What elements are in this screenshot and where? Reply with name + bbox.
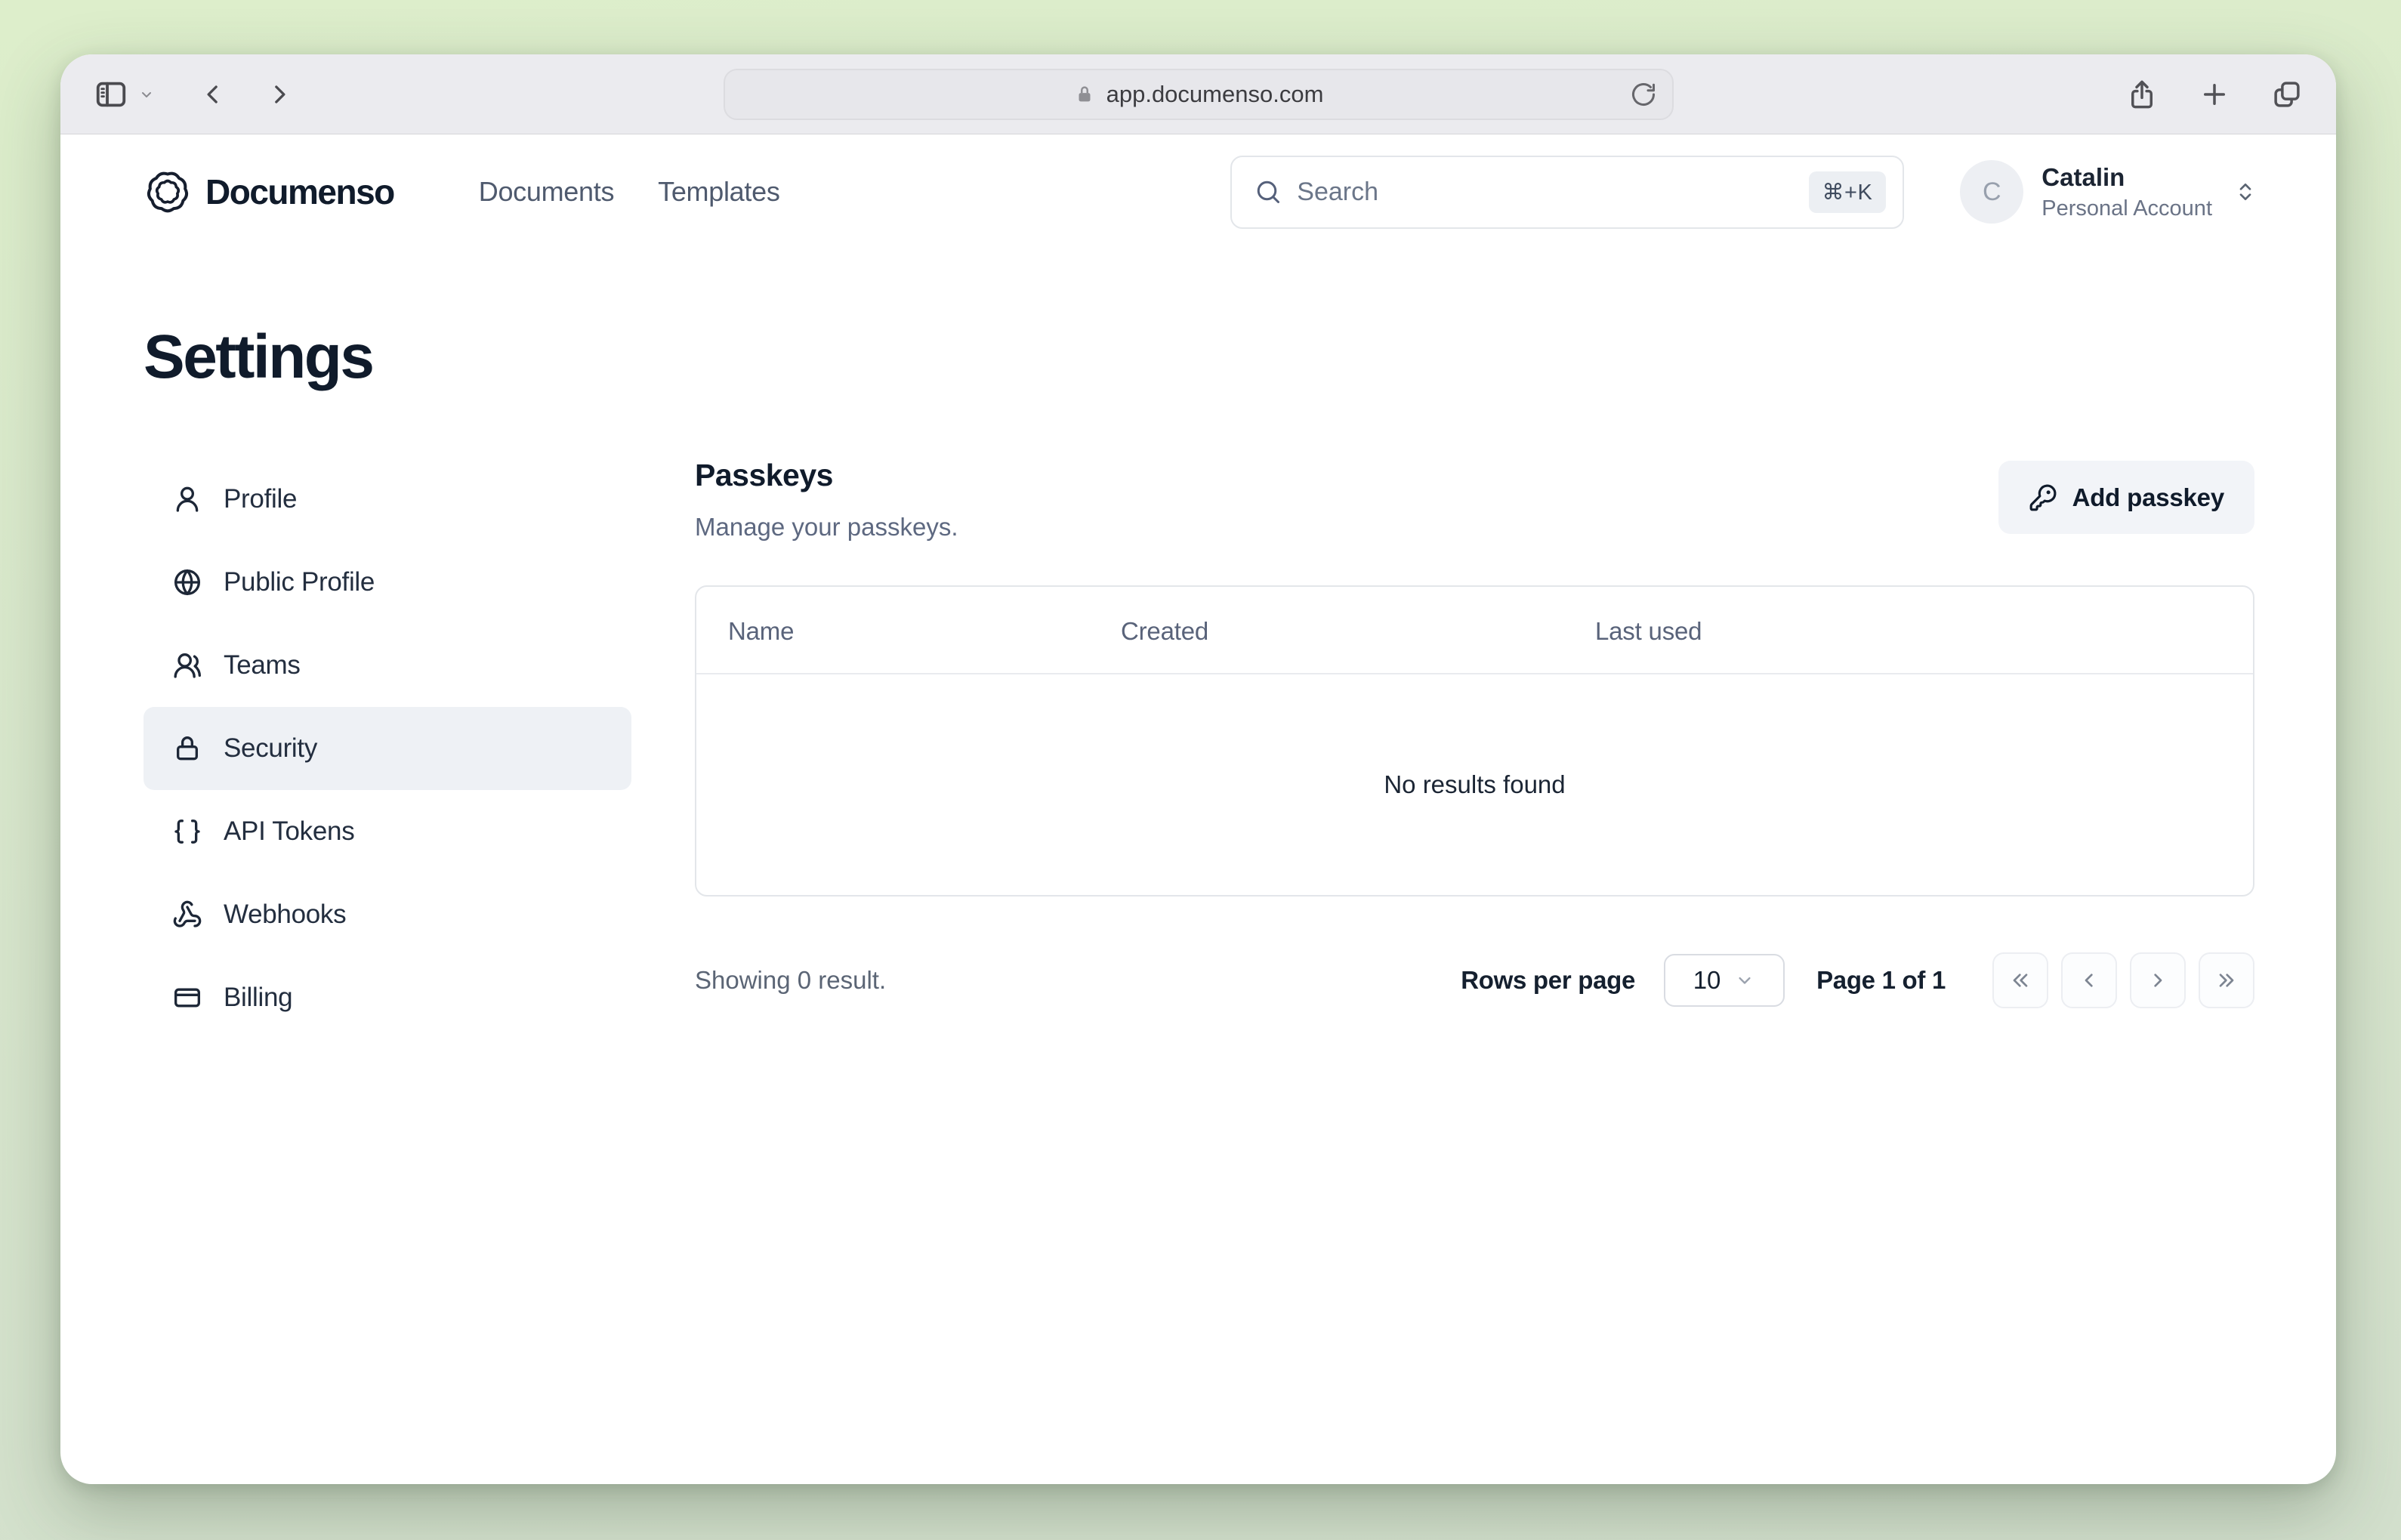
settings-nav: Profile Public Profile Teams Security — [144, 458, 631, 1039]
app-header: Documenso Documents Templates ⌘+K C Cata… — [60, 134, 2336, 249]
account-type: Personal Account — [2041, 196, 2212, 221]
table-footer: Showing 0 result. Rows per page 10 Page … — [695, 952, 2254, 1008]
credit-card-icon — [172, 983, 202, 1013]
user-icon — [172, 484, 202, 514]
forward-icon[interactable] — [264, 79, 295, 110]
browser-window: app.documenso.com — [60, 54, 2336, 1484]
globe-icon — [172, 567, 202, 597]
sidebar-item-public-profile[interactable]: Public Profile — [144, 541, 631, 624]
search-icon — [1255, 178, 1282, 205]
user-name: Catalin — [2041, 162, 2125, 191]
chevron-left-icon — [2085, 974, 2093, 987]
chevrons-left-icon — [2013, 974, 2028, 987]
sidebar-item-webhooks[interactable]: Webhooks — [144, 873, 631, 956]
nav-templates[interactable]: Templates — [658, 176, 780, 207]
new-tab-icon[interactable] — [2199, 79, 2230, 110]
empty-state: No results found — [1384, 770, 1566, 798]
page-title: Settings — [144, 323, 375, 391]
users-icon — [172, 650, 202, 681]
sidebar-toggle-icon[interactable] — [94, 77, 128, 112]
lock-icon — [172, 733, 202, 764]
brand[interactable]: Documenso — [144, 168, 395, 216]
column-name: Name — [728, 617, 795, 645]
pagination — [1992, 952, 2254, 1008]
last-page-button[interactable] — [2199, 952, 2254, 1008]
rows-per-page-label: Rows per page — [1461, 966, 1636, 994]
search-bar[interactable]: ⌘+K — [1230, 155, 1905, 229]
chevrons-up-down-icon — [2233, 180, 2257, 204]
avatar: C — [1960, 160, 2024, 224]
nav-documents[interactable]: Documents — [478, 176, 615, 207]
back-icon[interactable] — [198, 79, 228, 110]
chevron-down-icon[interactable] — [137, 85, 156, 103]
account-menu[interactable]: C Catalin Personal Account — [1960, 160, 2257, 224]
sidebar-item-billing[interactable]: Billing — [144, 956, 631, 1039]
passkeys-table: Name Created Last used No results found — [695, 585, 2254, 897]
passkeys-panel: Passkeys Manage your passkeys. Add passk… — [695, 458, 2254, 1008]
documenso-logo-icon — [147, 171, 189, 213]
chevron-down-icon — [1734, 970, 1755, 991]
browser-toolbar: app.documenso.com — [60, 54, 2336, 134]
share-icon[interactable] — [2126, 79, 2158, 110]
main-nav: Documents Templates — [479, 176, 780, 208]
next-page-button[interactable] — [2130, 952, 2186, 1008]
lock-icon — [1073, 83, 1096, 106]
sidebar-item-profile[interactable]: Profile — [144, 458, 631, 541]
url-text: app.documenso.com — [1106, 80, 1324, 107]
rows-per-page-select[interactable]: 10 — [1664, 954, 1785, 1007]
chevrons-right-icon — [2219, 974, 2234, 987]
section-title: Passkeys — [695, 458, 833, 492]
sidebar-item-api-tokens[interactable]: API Tokens — [144, 790, 631, 873]
brand-name: Documenso — [205, 172, 395, 211]
table-header: Name Created Last used — [696, 587, 2253, 674]
previous-page-button[interactable] — [2061, 952, 2117, 1008]
sidebar-item-security[interactable]: Security — [144, 707, 631, 790]
page-status: Page 1 of 1 — [1816, 966, 1946, 994]
section-subtitle: Manage your passkeys. — [695, 513, 958, 541]
chevron-right-icon — [2154, 974, 2162, 987]
reload-icon[interactable] — [1630, 81, 1657, 108]
result-count: Showing 0 result. — [695, 966, 887, 994]
search-shortcut-badge: ⌘+K — [1808, 171, 1887, 213]
column-created: Created — [1121, 617, 1209, 645]
add-passkey-button[interactable]: Add passkey — [1998, 461, 2254, 534]
tab-overview-icon[interactable] — [2271, 79, 2303, 110]
braces-icon — [172, 816, 202, 847]
key-icon — [2029, 483, 2057, 512]
first-page-button[interactable] — [1992, 952, 2048, 1008]
sidebar-item-teams[interactable]: Teams — [144, 624, 631, 707]
address-bar[interactable]: app.documenso.com — [723, 68, 1674, 120]
search-input[interactable] — [1297, 177, 1794, 207]
webhook-icon — [172, 900, 202, 930]
column-last-used: Last used — [1595, 617, 1702, 645]
